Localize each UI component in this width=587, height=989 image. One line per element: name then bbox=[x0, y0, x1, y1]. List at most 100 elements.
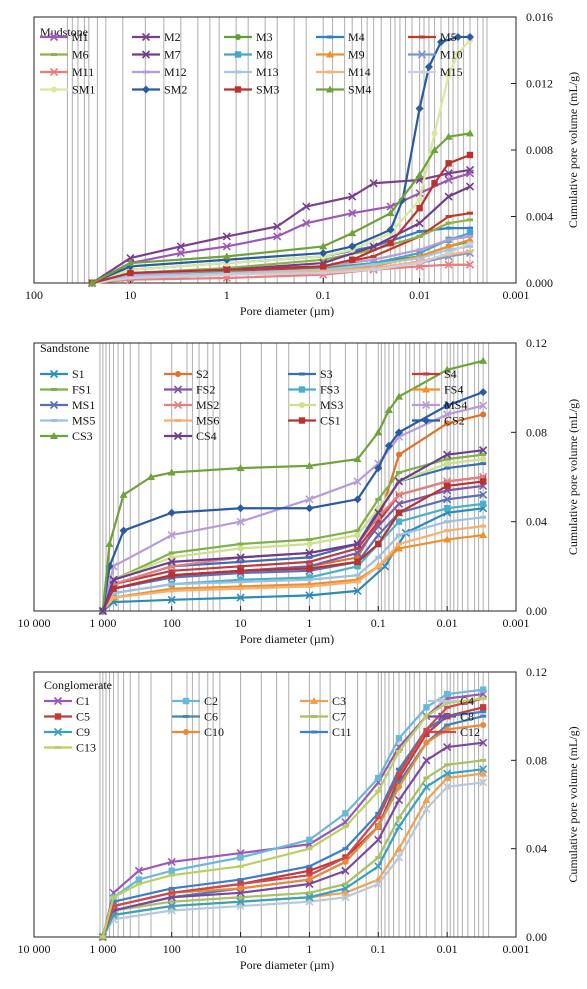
series-line bbox=[91, 153, 471, 285]
legend-label: FS1 bbox=[72, 383, 91, 397]
data-point bbox=[445, 226, 452, 230]
series-line bbox=[101, 458, 484, 612]
series-SM3 bbox=[88, 151, 474, 287]
legend-swatch-marker bbox=[235, 34, 241, 40]
data-point bbox=[423, 727, 430, 731]
data-point bbox=[348, 242, 357, 251]
x-tick-label: 0.01 bbox=[437, 942, 458, 956]
data-point bbox=[168, 582, 175, 586]
legend-item: MS1 bbox=[40, 398, 95, 412]
data-point bbox=[353, 539, 362, 549]
data-point bbox=[375, 774, 382, 782]
data-point bbox=[396, 780, 403, 784]
data-point bbox=[320, 271, 327, 275]
data-point bbox=[341, 866, 350, 875]
data-point bbox=[466, 229, 474, 237]
y-tick-label: 0.00 bbox=[526, 930, 547, 944]
data-point bbox=[370, 266, 377, 270]
legend-item: C7 bbox=[300, 710, 346, 724]
legend-swatch-marker bbox=[53, 696, 63, 706]
data-point bbox=[306, 541, 313, 547]
data-point bbox=[168, 589, 175, 593]
data-point bbox=[394, 490, 404, 499]
legend-item: S2 bbox=[164, 367, 209, 381]
data-point bbox=[444, 192, 453, 201]
data-point bbox=[146, 473, 155, 480]
legend-item: M13 bbox=[224, 65, 279, 79]
data-point bbox=[444, 705, 451, 709]
data-point bbox=[395, 844, 404, 852]
data-point bbox=[375, 789, 382, 793]
data-point bbox=[237, 542, 244, 546]
data-point bbox=[167, 902, 176, 911]
data-point bbox=[445, 221, 452, 225]
data-point bbox=[415, 219, 424, 228]
legend-swatch-marker bbox=[326, 50, 334, 58]
y-tick-label: 0.004 bbox=[526, 210, 553, 224]
data-point bbox=[386, 225, 395, 234]
legend-label: MS6 bbox=[196, 414, 219, 428]
series-line bbox=[101, 525, 484, 612]
data-point bbox=[306, 560, 313, 564]
legend-swatch-marker bbox=[51, 86, 57, 93]
data-point bbox=[396, 767, 403, 771]
data-point bbox=[394, 822, 404, 831]
series-CS1 bbox=[99, 478, 487, 615]
data-point bbox=[167, 508, 176, 517]
data-point bbox=[423, 714, 430, 718]
data-point bbox=[354, 546, 361, 550]
x-tick-label: 10 000 bbox=[18, 616, 51, 630]
data-point bbox=[479, 765, 488, 774]
data-point bbox=[237, 580, 244, 584]
series-line bbox=[91, 35, 471, 285]
y-tick-label: 0.12 bbox=[526, 336, 547, 350]
legend-label: MS4 bbox=[444, 398, 467, 412]
y-tick-label: 0.016 bbox=[526, 10, 553, 24]
data-point bbox=[222, 252, 231, 260]
data-point bbox=[273, 222, 282, 231]
data-point bbox=[480, 456, 487, 463]
data-point bbox=[444, 723, 451, 727]
data-point bbox=[168, 900, 175, 904]
data-point bbox=[445, 253, 452, 257]
data-point bbox=[135, 882, 142, 886]
data-point bbox=[168, 891, 175, 895]
data-point bbox=[354, 529, 361, 533]
data-point bbox=[305, 495, 314, 504]
data-point bbox=[374, 862, 383, 871]
data-point bbox=[167, 557, 176, 566]
data-point bbox=[395, 518, 403, 525]
legend-item: M12 bbox=[132, 65, 187, 79]
data-point bbox=[168, 886, 175, 890]
data-point bbox=[444, 175, 453, 184]
data-point bbox=[416, 248, 423, 252]
y-tick-label: 0.00 bbox=[526, 604, 547, 618]
data-point bbox=[466, 32, 475, 41]
data-point bbox=[223, 266, 230, 273]
data-point bbox=[320, 258, 327, 262]
sandstone-panel: 10 000 1 000 100 10 1 0.1 0.01 0.001 Pore diamet… bbox=[18, 336, 581, 646]
legend-swatch-marker bbox=[422, 416, 430, 425]
data-point bbox=[416, 234, 423, 238]
legend-swatch-marker bbox=[173, 400, 183, 410]
data-point bbox=[479, 356, 488, 364]
data-point bbox=[445, 248, 452, 252]
legend-swatch-marker bbox=[422, 385, 430, 393]
legend-label: CS2 bbox=[444, 414, 465, 428]
data-point bbox=[479, 778, 488, 787]
data-point bbox=[480, 524, 487, 528]
data-point bbox=[110, 900, 117, 904]
series-C6 bbox=[99, 714, 487, 939]
legend-swatch-marker bbox=[51, 419, 57, 422]
data-point bbox=[237, 864, 244, 868]
legend-swatch-marker bbox=[327, 35, 333, 39]
data-point bbox=[353, 477, 362, 486]
data-point bbox=[466, 129, 475, 137]
data-point bbox=[443, 505, 451, 512]
x-tick-label: 0.001 bbox=[503, 942, 530, 956]
legend-label: C3 bbox=[332, 694, 346, 708]
data-point bbox=[306, 876, 313, 883]
data-point bbox=[236, 553, 245, 562]
data-point bbox=[306, 891, 313, 895]
data-point bbox=[320, 263, 327, 270]
